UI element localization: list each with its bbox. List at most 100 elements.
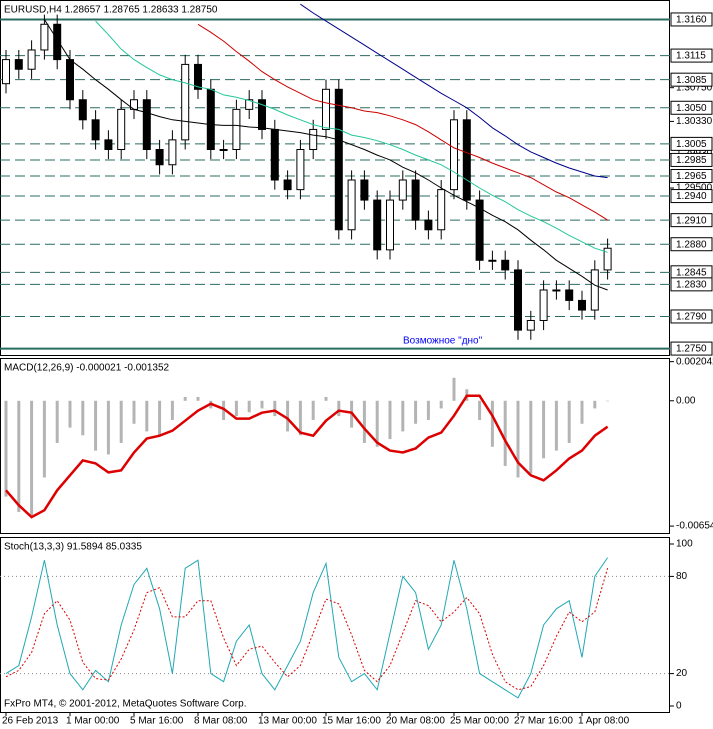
macd-bar bbox=[247, 400, 251, 413]
x-tick-label: 26 Feb 2013 bbox=[2, 716, 59, 727]
y-tick-label: 1.29500 bbox=[676, 183, 713, 194]
candle-body bbox=[475, 199, 484, 261]
candle-body bbox=[411, 179, 420, 221]
candle-body bbox=[334, 88, 343, 231]
level-label-box bbox=[670, 136, 713, 151]
candle-body bbox=[501, 259, 510, 271]
macd-bar bbox=[375, 400, 379, 447]
macd-bar bbox=[17, 400, 21, 512]
macd-bar bbox=[490, 400, 494, 447]
macd-bar bbox=[68, 400, 72, 428]
macd-bar bbox=[567, 400, 571, 443]
stoch-title: Stoch(13,3,3) 91.5894 85.0335 bbox=[4, 542, 142, 553]
macd-bar bbox=[452, 377, 456, 401]
candle-body bbox=[27, 49, 36, 70]
candle-body bbox=[155, 149, 164, 166]
macd-panel bbox=[0, 358, 670, 534]
level-label-box bbox=[670, 168, 713, 183]
y-tick-label: 0 bbox=[676, 701, 682, 712]
candle-body bbox=[386, 199, 394, 251]
level-label: 1.3160 bbox=[676, 15, 707, 26]
macd-bar bbox=[580, 400, 584, 424]
level-label-box bbox=[670, 189, 713, 204]
candle-body bbox=[91, 119, 100, 141]
level-label-box bbox=[670, 12, 713, 27]
candle-body bbox=[104, 139, 113, 151]
macd-bar bbox=[414, 400, 418, 424]
level-label-box bbox=[670, 72, 713, 87]
macd-bar bbox=[119, 400, 123, 443]
macd-bar bbox=[337, 400, 341, 417]
macd-bar bbox=[196, 396, 200, 401]
macd-bar bbox=[4, 400, 8, 497]
macd-bar bbox=[439, 400, 443, 409]
level-label: 1.3005 bbox=[676, 139, 707, 150]
candle-body bbox=[322, 88, 330, 130]
macd-bar bbox=[311, 400, 315, 420]
stoch-panel bbox=[0, 537, 670, 713]
indicator-line bbox=[5, 557, 609, 699]
macd-bar bbox=[388, 400, 392, 440]
macd-bar bbox=[106, 400, 110, 455]
macd-bar bbox=[145, 400, 149, 432]
indicator-line bbox=[197, 23, 608, 221]
candle-body bbox=[258, 99, 266, 130]
x-tick-label: 8 Mar 08:00 bbox=[194, 716, 248, 727]
level-label-box bbox=[670, 237, 713, 252]
level-label-box bbox=[670, 152, 713, 167]
macd-bar bbox=[42, 400, 46, 478]
x-tick-label: 25 Mar 00:00 bbox=[450, 716, 509, 727]
footer: FxPro MT4, © 2001-2012, MetaQuotes Softw… bbox=[4, 699, 246, 710]
candle-body bbox=[40, 23, 49, 51]
candle-body bbox=[539, 289, 548, 321]
y-tick-label: -0.00654 bbox=[676, 521, 713, 532]
level-label: 1.2985 bbox=[676, 155, 707, 166]
level-label-box bbox=[670, 100, 713, 115]
candle-body bbox=[2, 59, 10, 85]
level-label: 1.2965 bbox=[676, 171, 707, 182]
macd-bar bbox=[273, 400, 277, 417]
macd-bar bbox=[170, 400, 174, 420]
x-tick-label: 1 Apr 08:00 bbox=[578, 716, 630, 727]
macd-bar bbox=[132, 400, 136, 424]
level-label-box bbox=[670, 341, 713, 356]
level-label: 1.3050 bbox=[676, 103, 707, 114]
candle-body bbox=[14, 59, 23, 70]
x-tick-label: 15 Mar 16:00 bbox=[322, 716, 381, 727]
candle-body bbox=[514, 269, 522, 331]
macd-bar bbox=[81, 400, 85, 436]
macd-bar bbox=[401, 400, 405, 432]
candle-body bbox=[296, 149, 305, 191]
candle-body bbox=[590, 269, 599, 311]
macd-bar bbox=[593, 400, 597, 409]
candle-body bbox=[168, 139, 177, 166]
candle-body bbox=[283, 179, 292, 191]
level-label: 1.3085 bbox=[676, 75, 707, 86]
indicator-line bbox=[43, 19, 608, 291]
level-label-box bbox=[670, 309, 713, 324]
candle-body bbox=[552, 289, 561, 292]
candle-body bbox=[117, 108, 126, 151]
candle-body bbox=[398, 179, 407, 201]
y-tick-label: 80 bbox=[676, 571, 688, 582]
level-label: 1.2880 bbox=[676, 239, 707, 250]
level-label-box bbox=[670, 277, 713, 292]
candle-body bbox=[309, 128, 318, 151]
candle-body bbox=[373, 199, 382, 251]
level-label: 1.2940 bbox=[676, 191, 707, 202]
candle-body bbox=[437, 189, 446, 231]
macd-bar bbox=[606, 400, 610, 402]
macd-bar bbox=[426, 400, 430, 420]
macd-bar bbox=[478, 400, 482, 420]
indicator-line bbox=[300, 3, 608, 179]
candle-body bbox=[66, 59, 74, 101]
candle-body bbox=[578, 299, 586, 311]
macd-bar bbox=[55, 400, 59, 443]
candle-body bbox=[347, 179, 356, 231]
level-label: 1.2910 bbox=[676, 215, 707, 226]
level-label: 1.2790 bbox=[676, 312, 707, 323]
candle-body bbox=[603, 247, 612, 271]
x-tick-label: 20 Mar 08:00 bbox=[386, 716, 445, 727]
candle-body bbox=[565, 289, 574, 301]
